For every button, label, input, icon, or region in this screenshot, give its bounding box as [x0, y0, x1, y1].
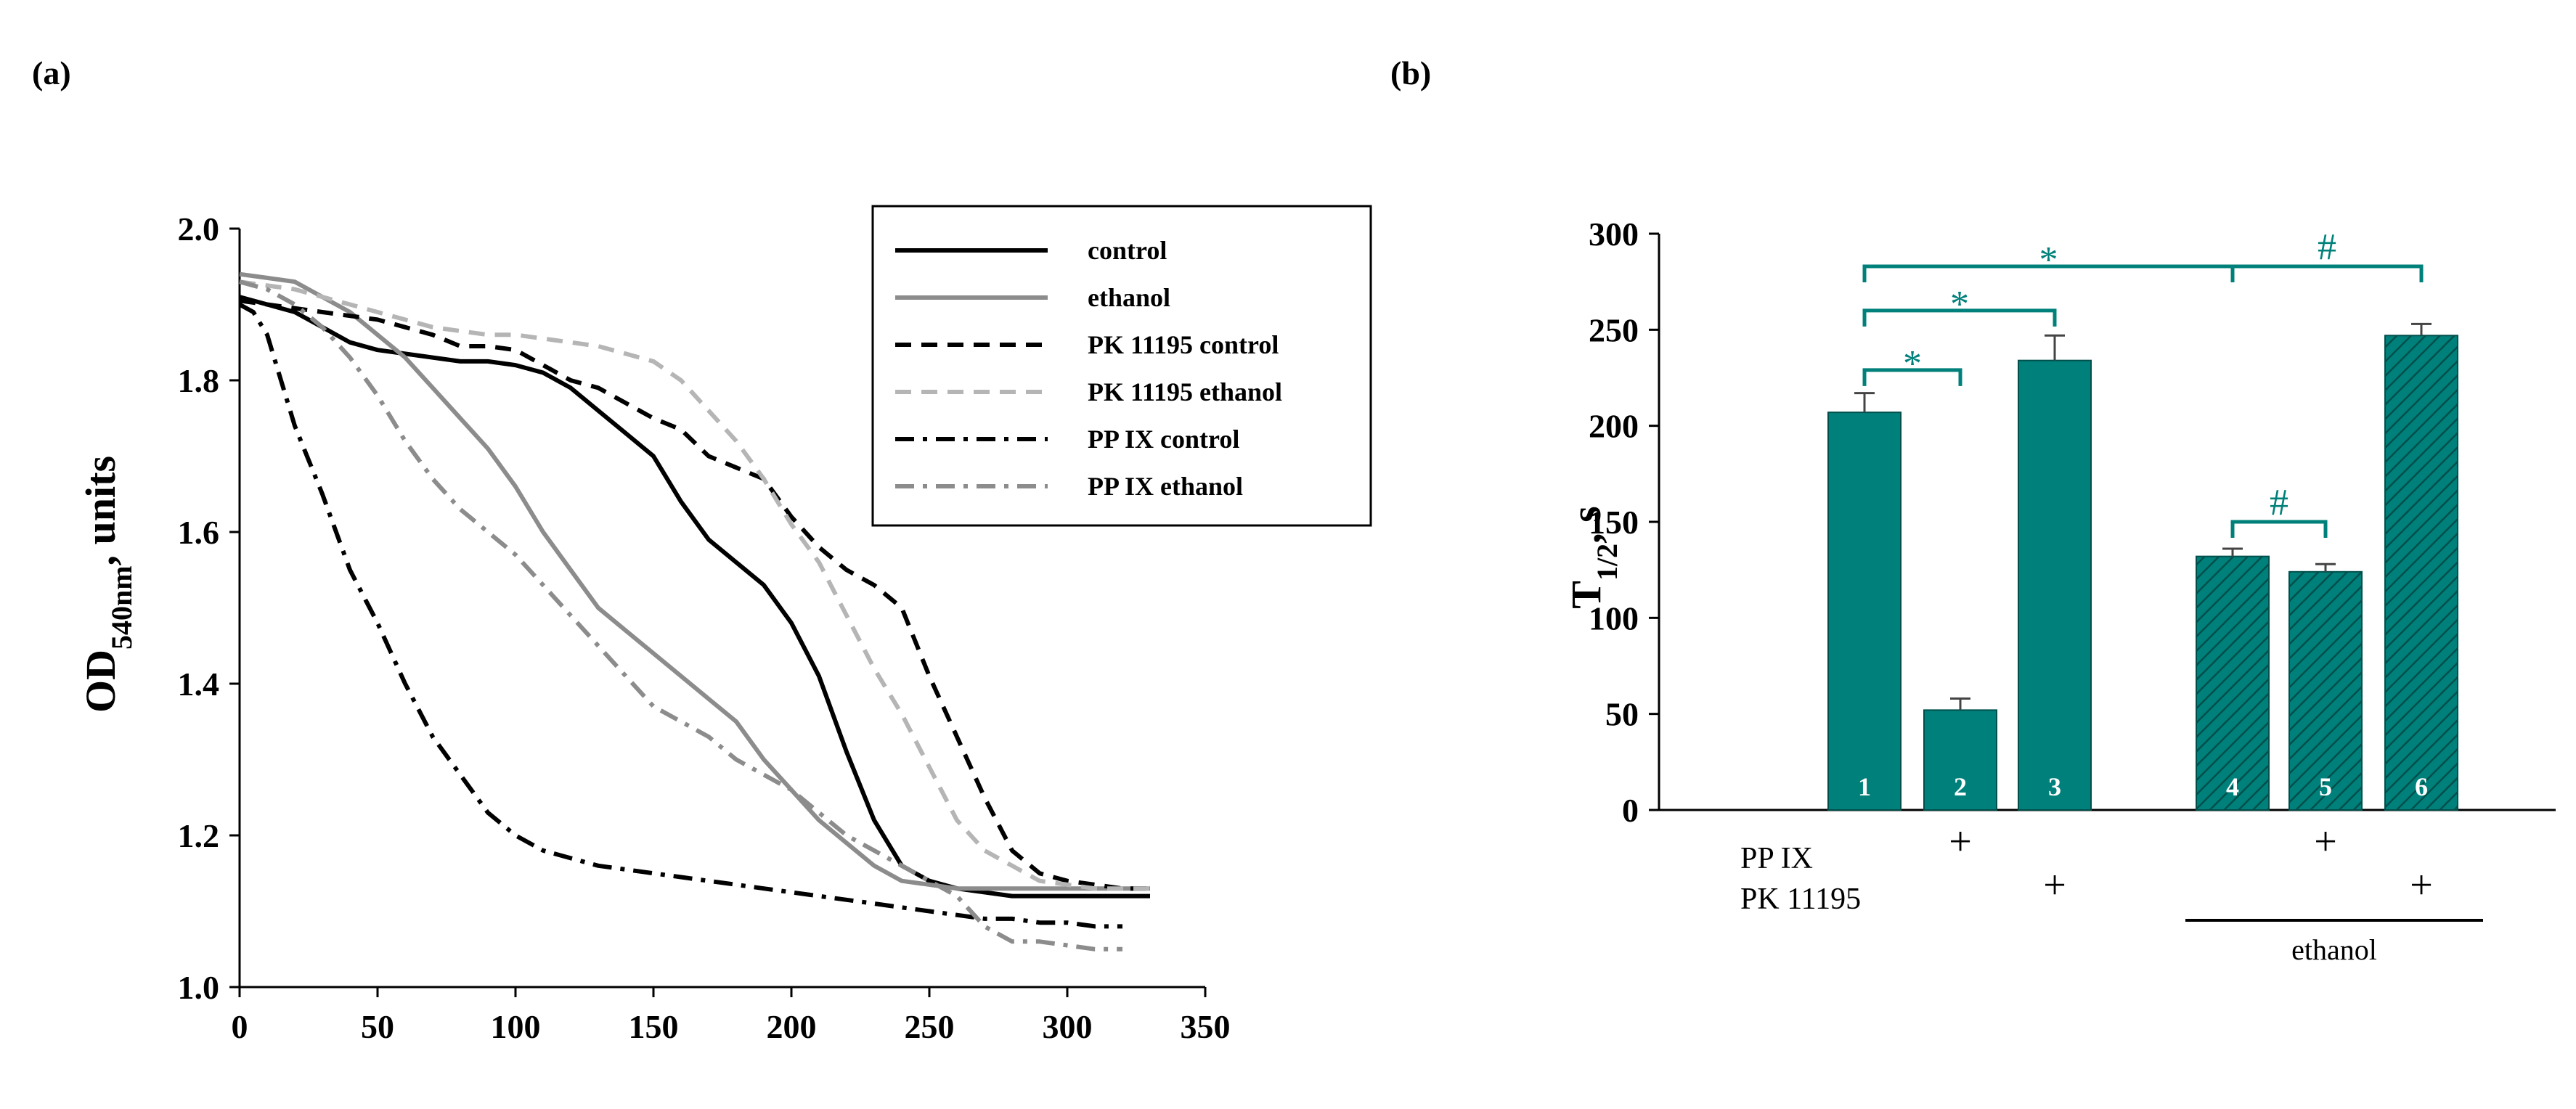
legend-box — [871, 205, 1372, 527]
significance-symbol-5: # — [2318, 226, 2336, 268]
line-chart-y-label: OD540nm, units — [77, 456, 138, 713]
x-tick-label: 0 — [232, 1008, 248, 1045]
row-label-pp-ix: PP IX — [1740, 842, 1813, 875]
row-label-pk-11195: PK 11195 — [1740, 883, 1861, 916]
panel-a-label: (a) — [32, 54, 71, 91]
pk-11195-plus-6: + — [2410, 863, 2433, 908]
y-tick-label: 1.2 — [178, 817, 220, 854]
x-tick-label: 200 — [767, 1008, 817, 1045]
significance-symbol-2: * — [1950, 284, 1969, 325]
significance-bracket-2 — [1862, 308, 2057, 327]
bar-number-5: 5 — [2319, 772, 2332, 801]
line-chart-axes — [238, 229, 1205, 989]
bar-number-2: 2 — [1954, 772, 1967, 801]
ylabel-sub: 540nm — [105, 565, 138, 650]
line-chart-y-ticks: 1.0 1.2 1.4 1.6 1.8 2.0 — [178, 210, 240, 1006]
significance-bracket-5 — [2230, 264, 2424, 282]
legend-label-3: PK 11195 control — [1088, 330, 1279, 359]
bar-4 — [2196, 555, 2270, 811]
bar-6 — [2384, 335, 2458, 811]
significance-symbol-3: * — [2039, 240, 2058, 281]
y-tick-label: 1.6 — [178, 514, 220, 551]
ylabel-main: OD — [77, 650, 124, 713]
bar-number-4: 4 — [2226, 772, 2239, 801]
bar-chart: 0 50 100 150 200 250 300 1 2 3 4 5 6 * * * # # PP IX PK … — [1562, 216, 2556, 966]
y-tick-label: 1.8 — [178, 362, 220, 399]
series-line-4 — [239, 279, 1150, 891]
x-tick-label: 100 — [491, 1008, 541, 1045]
bar-chart-y-label: T1/2, s — [1562, 506, 1623, 608]
y-tick-label: 1.4 — [178, 666, 220, 703]
y-tick-label: 200 — [1589, 408, 1639, 445]
legend: control ethanol PK 11195 control PK 11195 e… — [871, 205, 1372, 527]
legend-label-4: PK 11195 ethanol — [1088, 377, 1282, 406]
significance-symbol-1: * — [1903, 343, 1922, 385]
y-tick-label: 150 — [1589, 504, 1639, 541]
condition-table: PP IX PK 11195 + + + + ethanol — [1740, 819, 2483, 966]
line-chart: 1.0 1.2 1.4 1.6 1.8 2.0 0 50 100 150 200 250 300 350… — [77, 205, 1372, 1045]
x-tick-label: 50 — [361, 1008, 394, 1045]
panel-b-label: (b) — [1390, 54, 1431, 91]
series-line-5 — [238, 302, 1122, 929]
series-line-1 — [239, 295, 1150, 899]
line-chart-series — [238, 271, 1150, 952]
series-line-2 — [239, 271, 1150, 891]
bar-number-1: 1 — [1858, 772, 1871, 801]
significance-symbol-4: # — [2270, 482, 2288, 523]
y-tick-label: 100 — [1589, 599, 1639, 637]
x-tick-label: 300 — [1043, 1008, 1093, 1045]
bar-number-3: 3 — [2048, 772, 2061, 801]
ylabel-rest: , s — [1562, 506, 1610, 544]
ylabel-sub: 1/2 — [1591, 544, 1623, 581]
x-tick-label: 350 — [1181, 1008, 1231, 1045]
bar-3 — [2018, 359, 2092, 811]
y-tick-label: 250 — [1589, 311, 1639, 348]
significance-bracket-4 — [2230, 520, 2328, 538]
x-tick-label: 250 — [905, 1008, 955, 1045]
significance-brackets: * * * # # — [1862, 226, 2424, 538]
legend-label-5: PP IX control — [1088, 425, 1239, 454]
legend-label-2: ethanol — [1088, 283, 1170, 312]
y-tick-label: 0 — [1622, 792, 1639, 829]
bar-2 — [1923, 709, 1997, 811]
pk-11195-plus-3: + — [2043, 863, 2066, 908]
ylabel-main: T — [1562, 581, 1610, 609]
bar-1 — [1827, 412, 1902, 811]
bar-5 — [2288, 570, 2363, 811]
bar-chart-bars: 1 2 3 4 5 6 — [1827, 322, 2458, 811]
y-tick-label: 1.0 — [178, 969, 220, 1006]
line-chart-x-ticks: 0 50 100 150 200 250 300 350 — [232, 987, 1231, 1045]
legend-label-1: control — [1088, 236, 1167, 265]
y-tick-label: 300 — [1589, 216, 1639, 253]
bar-chart-y-ticks: 0 50 100 150 200 250 300 — [1589, 216, 1659, 829]
series-line-6 — [239, 279, 1122, 952]
ethanol-label: ethanol — [2291, 933, 2377, 966]
pp-ix-plus-5: + — [2314, 819, 2337, 864]
ylabel-rest: , units — [77, 456, 124, 566]
series-line-3 — [239, 298, 1150, 891]
x-tick-label: 150 — [629, 1008, 679, 1045]
significance-bracket-1 — [1862, 368, 1962, 386]
bar-number-6: 6 — [2415, 772, 2428, 801]
y-tick-label: 2.0 — [178, 210, 220, 247]
pp-ix-plus-2: + — [1949, 819, 1972, 864]
legend-label-6: PP IX ethanol — [1088, 472, 1243, 501]
y-tick-label: 50 — [1605, 696, 1639, 733]
